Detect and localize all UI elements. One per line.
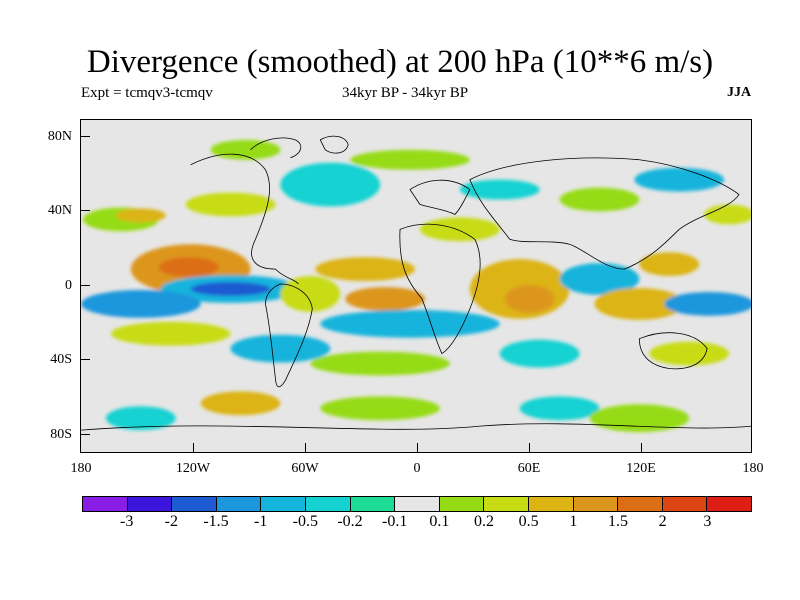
colorbar-label: 2 bbox=[658, 513, 667, 530]
colorbar-label: -1.5 bbox=[203, 513, 229, 530]
period-label: 34kyr BP - 34kyr BP bbox=[342, 85, 469, 101]
colorbar-swatch bbox=[707, 497, 751, 511]
lon-tick bbox=[417, 443, 418, 453]
colorbar-swatch bbox=[83, 497, 128, 511]
lat-tick bbox=[80, 210, 90, 211]
colorbar-swatch bbox=[618, 497, 663, 511]
lon-tick bbox=[641, 443, 642, 453]
colorbar-label: 0.5 bbox=[518, 513, 539, 530]
lon-label-180e: 180 bbox=[742, 461, 764, 476]
colorbar-swatch bbox=[395, 497, 440, 511]
lon-tick bbox=[529, 443, 530, 453]
lon-label-60w: 60W bbox=[291, 461, 319, 476]
colorbar-swatch bbox=[528, 497, 574, 511]
coastlines bbox=[81, 135, 751, 431]
colorbar-label: -2 bbox=[164, 513, 178, 530]
colorbar-label: -1 bbox=[253, 513, 268, 530]
experiment-label: Expt = tcmqv3-tcmqv bbox=[81, 85, 213, 101]
colorbar-swatch bbox=[172, 497, 217, 511]
lon-label-60e: 60E bbox=[517, 461, 541, 476]
lat-tick bbox=[80, 359, 90, 360]
colorbar-swatch bbox=[216, 497, 262, 511]
colorbar-swatch bbox=[439, 497, 485, 511]
season-label: JJA bbox=[727, 85, 752, 100]
colorbar-swatch bbox=[573, 497, 619, 511]
lon-label-180w: 180 bbox=[70, 461, 92, 476]
colorbar-swatch bbox=[662, 497, 708, 511]
lat-tick bbox=[80, 434, 90, 435]
divergence-fields bbox=[81, 139, 751, 433]
colorbar-label: -3 bbox=[119, 513, 134, 530]
lat-label-40s: 40S bbox=[50, 352, 72, 367]
colorbar-label: -0.1 bbox=[381, 513, 408, 530]
colorbar bbox=[82, 496, 752, 512]
divergence-map bbox=[80, 119, 752, 453]
colorbar-swatch bbox=[484, 497, 529, 511]
lon-tick bbox=[193, 443, 194, 453]
lon-label-120w: 120W bbox=[175, 461, 211, 476]
lat-label-40n: 40N bbox=[47, 203, 72, 218]
colorbar-label: 3 bbox=[703, 513, 712, 530]
lat-tick bbox=[80, 136, 90, 137]
lon-tick bbox=[305, 443, 306, 453]
lat-label-80s: 80S bbox=[50, 427, 72, 442]
colorbar-label: 0.2 bbox=[474, 513, 494, 530]
colorbar-label: -0.2 bbox=[337, 513, 363, 530]
lat-tick bbox=[80, 285, 90, 286]
lon-label-120e: 120E bbox=[626, 461, 656, 476]
colorbar-label: 1 bbox=[569, 513, 578, 530]
colorbar-label: -0.5 bbox=[292, 513, 318, 530]
colorbar-swatch bbox=[305, 497, 351, 511]
colorbar-swatch bbox=[350, 497, 396, 511]
lat-label-0: 0 bbox=[65, 278, 72, 293]
colorbar-swatch bbox=[127, 497, 173, 511]
colorbar-swatch bbox=[261, 497, 306, 511]
colorbar-label: 1.5 bbox=[608, 513, 628, 530]
lat-label-80n: 80N bbox=[47, 129, 72, 144]
lon-label-0: 0 bbox=[413, 461, 421, 476]
colorbar-label: 0.1 bbox=[429, 513, 450, 530]
chart-title: Divergence (smoothed) at 200 hPa (10**6 … bbox=[86, 44, 714, 80]
